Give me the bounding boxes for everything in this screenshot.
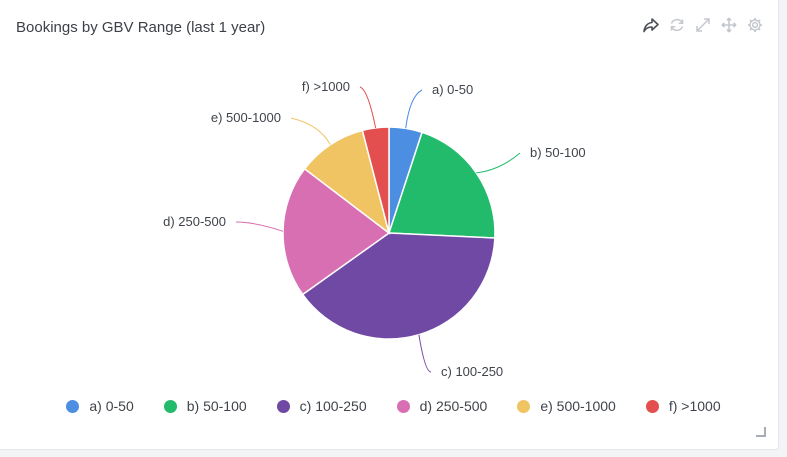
- pie-slice[interactable]: [282, 167, 391, 296]
- slice-leader-line: [405, 89, 423, 129]
- card-title: Bookings by GBV Range (last 1 year): [16, 19, 266, 36]
- legend-item[interactable]: e) 500-1000: [517, 398, 616, 414]
- slice-label: f) >1000: [302, 79, 350, 94]
- legend-item[interactable]: a) 0-50: [66, 398, 134, 414]
- slice-label: b) 50-100: [530, 145, 586, 160]
- chart-legend: a) 0-50 b) 50-100 c) 100-250 d) 250-500 e) 5…: [0, 398, 787, 414]
- pie-slice[interactable]: [303, 129, 391, 235]
- legend-label: b) 50-100: [186, 398, 247, 414]
- chart-card: Bookings by GBV Range (last 1 year) a) 0…: [0, 0, 779, 450]
- legend-dot: [163, 399, 177, 413]
- slice-leader-line: [290, 117, 331, 145]
- legend-item[interactable]: f) >1000: [645, 398, 721, 414]
- legend-dot: [517, 399, 531, 413]
- share-icon[interactable]: [642, 16, 660, 34]
- slice-label: c) 100-250: [441, 364, 503, 379]
- slice-leader-line: [359, 86, 377, 128]
- pie-slice[interactable]: [387, 131, 496, 239]
- legend-label: e) 500-1000: [540, 398, 616, 414]
- legend-dot: [276, 399, 290, 413]
- pie-chart: a) 0-50 b) 50-100 c) 100-250 d) 250-500 e) 5…: [163, 79, 586, 379]
- expand-icon[interactable]: [694, 16, 712, 34]
- resize-handle[interactable]: [756, 427, 766, 437]
- legend-item[interactable]: c) 100-250: [276, 398, 367, 414]
- slice-label: e) 500-1000: [211, 110, 281, 125]
- card-toolbar: [642, 16, 764, 34]
- pie-slice[interactable]: [301, 232, 496, 340]
- legend-item[interactable]: d) 250-500: [396, 398, 488, 414]
- slice-leader-line: [235, 221, 284, 232]
- legend-dot: [66, 399, 80, 413]
- refresh-icon[interactable]: [668, 16, 686, 34]
- legend-label: a) 0-50: [89, 398, 134, 414]
- legend-item[interactable]: b) 50-100: [163, 398, 247, 414]
- slice-leader-line: [476, 152, 521, 174]
- legend-dot: [396, 399, 410, 413]
- legend-label: c) 100-250: [299, 398, 367, 414]
- legend-label: d) 250-500: [419, 398, 488, 414]
- slice-label: a) 0-50: [432, 82, 473, 97]
- slice-leader-line: [418, 334, 432, 373]
- slice-label: d) 250-500: [163, 214, 226, 229]
- legend-dot: [645, 399, 659, 413]
- legend-label: f) >1000: [668, 398, 721, 414]
- gear-icon[interactable]: [746, 16, 764, 34]
- move-icon[interactable]: [720, 16, 738, 34]
